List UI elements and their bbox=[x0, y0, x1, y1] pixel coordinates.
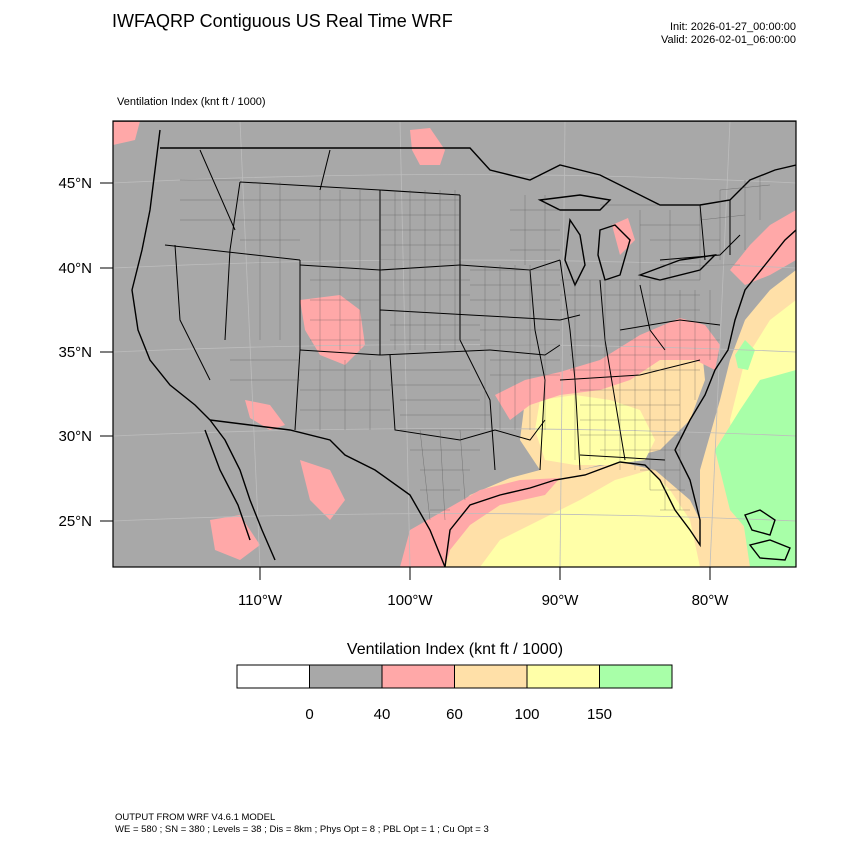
colorbar-label-150: 150 bbox=[587, 706, 612, 723]
lat-label-45: 45°N bbox=[58, 175, 92, 192]
pink-region-arizona bbox=[245, 400, 285, 430]
lon-label-110w: 110°W bbox=[238, 592, 283, 609]
lon-label-100w: 100°W bbox=[387, 592, 433, 609]
colorbar-label-0: 0 bbox=[305, 706, 313, 723]
colorbar: 0 40 60 100 150 bbox=[236, 664, 673, 723]
lat-label-30: 30°N bbox=[58, 428, 92, 445]
county-texture bbox=[180, 175, 771, 521]
footer-config: WE = 580 ; SN = 380 ; Levels = 38 ; Dis … bbox=[115, 824, 489, 835]
valid-time: Valid: 2026-02-01_06:00:00 bbox=[661, 34, 796, 46]
pink-region-west-texas bbox=[300, 460, 345, 520]
lon-label-80w: 80°W bbox=[692, 592, 730, 609]
footer-model: OUTPUT FROM WRF V4.6.1 MODEL bbox=[115, 812, 276, 823]
pink-region-pacific bbox=[113, 121, 140, 145]
map-subtitle: Ventilation Index (knt ft / 1000) bbox=[117, 96, 266, 108]
colorbar-bin-5 bbox=[599, 664, 673, 689]
lat-ticks bbox=[100, 182, 113, 522]
yellow-region-gulf bbox=[480, 470, 700, 567]
page-title: IWFAQRP Contiguous US Real Time WRF bbox=[112, 11, 453, 31]
pink-region-southeast bbox=[495, 318, 720, 420]
colorbar-bin-4 bbox=[526, 664, 600, 689]
colorbar-label-40: 40 bbox=[374, 706, 391, 723]
colorbar-label-100: 100 bbox=[514, 706, 539, 723]
pink-region-gulf-coast bbox=[400, 478, 560, 567]
pink-region-mexico bbox=[210, 515, 260, 560]
green-region-bahamas bbox=[740, 470, 796, 567]
pink-region-northeast bbox=[730, 210, 796, 285]
map-panel bbox=[113, 121, 796, 567]
colorbar-label-60: 60 bbox=[446, 706, 463, 723]
green-region-northeast bbox=[735, 340, 755, 370]
colorbar-bin-2 bbox=[381, 664, 455, 689]
map-frame bbox=[112, 120, 797, 568]
pink-region-ontario bbox=[410, 128, 445, 165]
colorbar-bin-3 bbox=[454, 664, 528, 689]
lat-label-40: 40°N bbox=[58, 260, 92, 277]
colorbar-title: Ventilation Index (knt ft / 1000) bbox=[346, 641, 564, 658]
lat-label-25: 25°N bbox=[58, 513, 92, 530]
lat-label-35: 35°N bbox=[58, 344, 92, 361]
init-time: Init: 2026-01-27_00:00:00 bbox=[670, 21, 796, 33]
lon-ticks bbox=[259, 567, 711, 580]
pink-region-colorado bbox=[300, 295, 365, 365]
lon-label-90w: 90°W bbox=[542, 592, 580, 609]
run-times: Init: 2026-01-27_00:00:00 Valid: 2026-02… bbox=[661, 21, 796, 47]
colorbar-bin-1 bbox=[309, 664, 383, 689]
coastlines bbox=[113, 121, 796, 567]
colorbar-bin-0 bbox=[236, 664, 310, 689]
